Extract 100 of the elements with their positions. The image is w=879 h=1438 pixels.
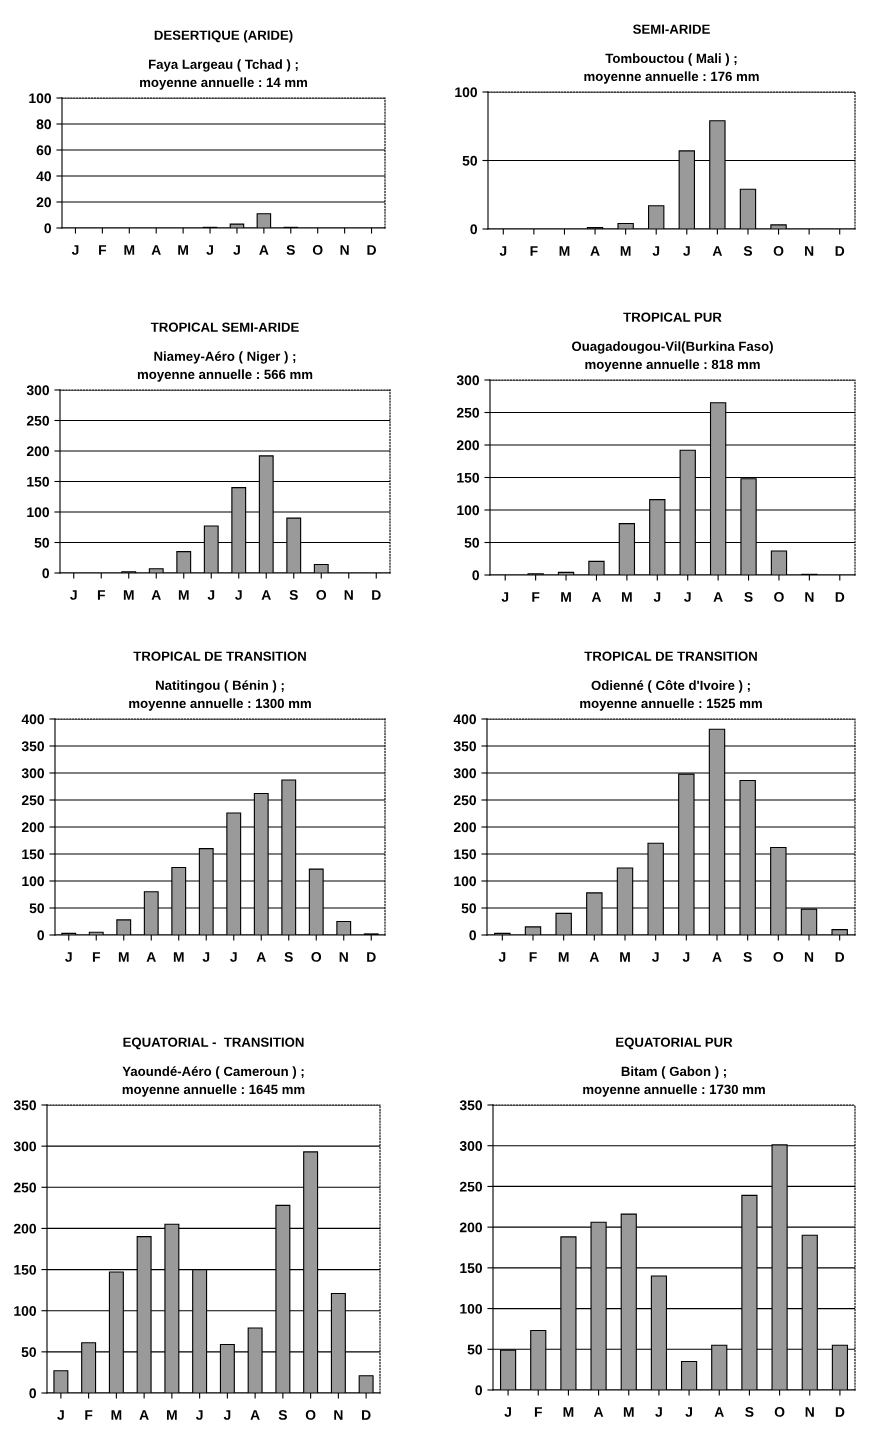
y-tick-label: 400 [453, 714, 477, 725]
x-tick-label: J [235, 590, 242, 600]
x-tick-label: S [744, 592, 753, 602]
y-tick-label: 200 [456, 440, 480, 451]
y-tick-label: 50 [461, 903, 477, 914]
x-tick-label: N [344, 590, 353, 600]
x-tick-label: J [504, 1407, 511, 1417]
y-tick-label: 200 [26, 446, 50, 457]
y-tick-label: 300 [21, 768, 45, 779]
x-tick-label: J [57, 1410, 64, 1420]
y-tick-label: 250 [456, 407, 480, 418]
x-tick-label: O [316, 590, 327, 600]
x-tick-label: J [65, 952, 72, 962]
x-tick-label: M [167, 1410, 177, 1420]
x-tick-label: J [655, 1407, 662, 1417]
x-tick-label: M [173, 952, 184, 962]
x-tick-label: D [835, 952, 845, 962]
x-tick-label: S [278, 1410, 287, 1420]
y-tick-label: 100 [27, 507, 50, 518]
chart-subtitle: Yaoundé-Aéro ( Cameroun ) ; moyenne annuelle : 1645 mm [122, 1066, 305, 1097]
x-tick-label: J [683, 246, 690, 256]
y-tick-label: 80 [36, 119, 52, 130]
x-tick-label: O [773, 952, 784, 962]
y-tick-label: 250 [459, 1181, 483, 1192]
x-tick-label: J [501, 592, 509, 602]
x-tick-label: M [563, 1407, 574, 1417]
x-tick-label: A [712, 246, 723, 256]
y-tick-label: 250 [13, 1182, 37, 1193]
x-tick-label: F [530, 246, 538, 256]
x-tick-label: O [774, 1407, 785, 1417]
y-tick-label: 100 [457, 505, 480, 516]
x-tick-label: J [70, 590, 77, 600]
x-tick-label: J [202, 952, 210, 962]
x-tick-label: A [146, 952, 156, 962]
x-tick-label: S [286, 245, 295, 255]
x-tick-label: N [334, 1410, 343, 1420]
y-tick-label: 20 [36, 197, 52, 208]
x-tick-label: D [367, 245, 376, 255]
x-tick-label: J [685, 1407, 692, 1417]
x-tick-label: A [712, 952, 722, 962]
x-tick-label: O [305, 1410, 316, 1420]
y-tick-label: 100 [460, 1303, 483, 1314]
x-tick-label: S [284, 952, 293, 962]
y-tick-label: 200 [453, 822, 477, 833]
y-tick-label: 150 [27, 476, 50, 487]
y-tick-label: 150 [14, 1264, 37, 1275]
chart-subtitle: Tombouctou ( Mali ) ; moyenne annuelle : 176 mm [584, 53, 759, 84]
y-tick-label: 300 [456, 375, 480, 386]
x-tick-label: O [773, 246, 784, 256]
x-tick-label: N [340, 245, 349, 255]
x-tick-label: J [207, 590, 215, 600]
x-tick-label: A [589, 952, 599, 962]
y-tick-label: 250 [21, 795, 45, 806]
y-tick-label: 0 [472, 570, 480, 581]
x-tick-label: J [499, 246, 507, 256]
x-tick-label: M [622, 592, 632, 602]
y-tick-label: 50 [34, 537, 50, 548]
x-tick-label: M [178, 245, 188, 255]
x-tick-label: M [123, 590, 134, 600]
x-tick-label: A [139, 1410, 149, 1420]
x-tick-label: A [259, 245, 269, 255]
x-tick-label: N [805, 246, 814, 256]
y-tick-label: 100 [455, 87, 478, 98]
y-tick-label: 0 [44, 223, 52, 234]
x-tick-label: J [71, 245, 79, 255]
y-tick-label: 200 [459, 1222, 483, 1233]
x-tick-label: O [774, 592, 784, 602]
x-tick-label: M [620, 952, 630, 962]
chart-title: SEMI-ARIDE [633, 24, 710, 34]
y-tick-label: 100 [454, 876, 477, 887]
x-tick-label: M [561, 592, 571, 602]
chart-title: EQUATORIAL PUR [616, 1037, 733, 1050]
x-tick-label: M [558, 952, 569, 962]
x-tick-label: M [559, 246, 570, 256]
y-tick-label: 40 [36, 171, 52, 182]
y-tick-label: 0 [470, 224, 478, 235]
chart-subtitle: Natitingou ( Bénin ) ; moyenne annuelle : 1300 mm [129, 680, 311, 711]
x-tick-label: A [151, 245, 161, 255]
y-tick-label: 50 [464, 537, 480, 548]
x-tick-label: A [593, 1407, 604, 1417]
x-tick-label: A [151, 590, 161, 600]
y-tick-label: 100 [29, 93, 52, 104]
y-tick-label: 150 [460, 1263, 483, 1274]
y-tick-label: 50 [29, 903, 45, 914]
x-tick-label: D [835, 1407, 845, 1417]
x-tick-label: M [178, 590, 189, 600]
x-tick-label: A [591, 592, 602, 602]
y-tick-label: 50 [467, 1344, 483, 1355]
x-tick-label: M [118, 952, 129, 962]
y-tick-label: 100 [22, 876, 45, 887]
x-tick-label: N [339, 952, 348, 962]
x-tick-label: F [99, 245, 107, 255]
y-tick-label: 0 [42, 568, 50, 579]
chart-subtitle: Bitam ( Gabon ) ; moyenne annuelle : 1730 mm [583, 1066, 765, 1097]
chart-subtitle: Faya Largeau ( Tchad ) ; moyenne annuelle : 14 mm [140, 59, 308, 90]
x-tick-label: D [372, 590, 381, 600]
x-tick-label: F [534, 1407, 542, 1417]
x-tick-label: J [682, 952, 690, 962]
y-tick-label: 150 [22, 849, 45, 860]
x-tick-label: D [835, 592, 845, 602]
